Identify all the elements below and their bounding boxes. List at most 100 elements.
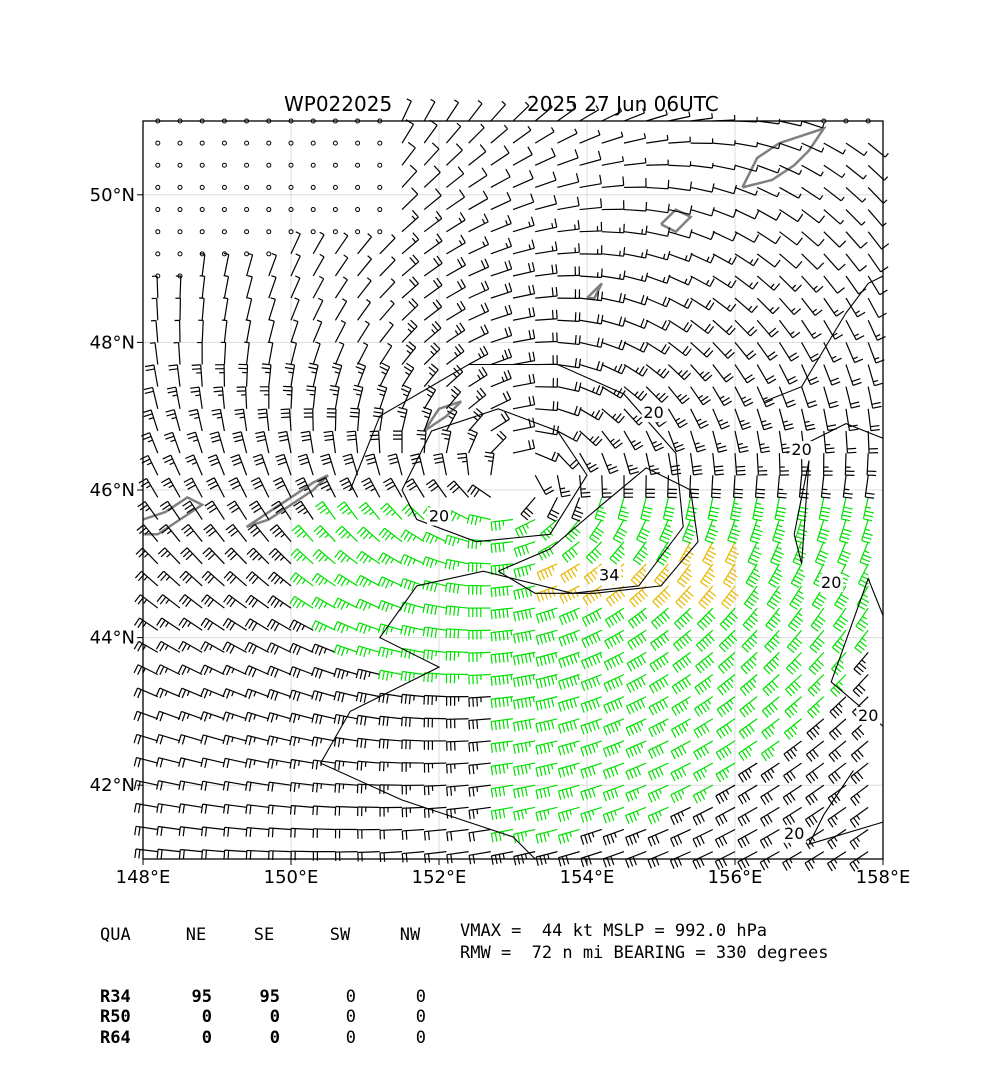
wind-barb — [334, 691, 358, 702]
wind-barb — [268, 342, 273, 365]
wind-barb — [802, 187, 823, 199]
wind-barb — [824, 298, 844, 316]
wind-barb — [581, 763, 602, 778]
wind-barb — [536, 675, 557, 689]
wind-barb — [557, 243, 579, 254]
wind-barb — [290, 620, 314, 632]
wind-barb — [491, 370, 511, 387]
wind-barb — [854, 652, 868, 675]
wind-barb — [179, 758, 203, 768]
wind-barb — [735, 298, 758, 312]
wind-barb — [846, 143, 867, 155]
wind-barb — [868, 365, 883, 386]
wind-barb — [174, 343, 180, 365]
calm-marker — [356, 185, 360, 189]
wind-barb — [762, 719, 780, 739]
wind-barb — [312, 644, 336, 655]
wind-barb — [232, 432, 246, 453]
wind-barb — [691, 254, 715, 263]
wind-barb — [829, 719, 846, 740]
wind-barb — [246, 805, 269, 814]
wind-barb — [668, 182, 691, 191]
wind-barb — [514, 564, 535, 578]
wind-barb — [491, 215, 511, 232]
wind-barb — [582, 608, 601, 626]
wind-barb — [201, 758, 224, 768]
wind-barb — [602, 409, 625, 423]
wind-barb — [514, 542, 535, 558]
wind-barb — [134, 734, 158, 744]
wind-barb — [469, 697, 491, 707]
wind-barb — [691, 387, 711, 405]
wind-barb — [347, 431, 358, 453]
wind-barb — [225, 548, 247, 564]
wind-barb — [291, 342, 296, 365]
wind-barb — [230, 455, 246, 476]
wind-barb — [739, 719, 757, 739]
wind-barb — [226, 524, 247, 541]
radii-value: 0 — [176, 1028, 212, 1049]
wind-barb — [624, 273, 648, 282]
wind-barb — [224, 253, 229, 276]
wind-barb — [208, 455, 224, 475]
wind-barb — [201, 595, 224, 608]
calm-marker — [311, 185, 315, 189]
wind-barb — [513, 217, 534, 232]
wind-barb — [514, 608, 536, 621]
wind-barb — [602, 224, 624, 233]
wind-barb — [423, 532, 447, 544]
wind-barb — [604, 697, 624, 714]
wind-barb — [856, 608, 868, 631]
wind-barb — [559, 608, 579, 625]
wind-barb — [691, 113, 713, 121]
wind-barb — [779, 298, 800, 314]
wind-barb — [846, 165, 866, 179]
wind-barb — [246, 320, 251, 343]
wind-barb — [713, 320, 735, 335]
wind-barb — [134, 618, 157, 630]
wind-barb — [806, 763, 824, 783]
wind-barb — [841, 497, 852, 520]
wind-barb — [200, 254, 205, 276]
wind-barb — [424, 696, 446, 705]
wind-barb — [356, 692, 379, 702]
wind-barb — [514, 630, 536, 643]
radii-value: 0 — [320, 1028, 356, 1049]
wind-barb — [779, 232, 802, 245]
wind-barb — [335, 550, 358, 563]
wind-barb — [157, 618, 180, 630]
wind-barb — [224, 595, 247, 608]
radii-value: 0 — [390, 1007, 426, 1028]
wind-barb — [580, 245, 602, 254]
radii-value: 0 — [176, 1007, 212, 1028]
wind-barb — [846, 431, 856, 453]
wind-barb — [513, 307, 535, 320]
contour-label: 34 — [599, 566, 619, 585]
wind-barb — [824, 210, 844, 225]
wind-barb — [668, 365, 690, 380]
wind-barb — [668, 253, 692, 261]
wind-barb — [222, 320, 227, 342]
wind-barb — [446, 323, 464, 343]
wind-barb — [705, 520, 718, 544]
wind-barb — [334, 738, 357, 747]
wind-barb — [379, 716, 402, 726]
wind-barb — [202, 850, 225, 859]
wind-barb — [722, 586, 739, 609]
lat-tick-label: 44°N — [90, 628, 135, 649]
wind-barb — [457, 453, 468, 475]
wind-barb — [491, 807, 513, 820]
calm-marker — [356, 141, 360, 145]
wind-barb — [557, 173, 578, 187]
wind-barb — [757, 165, 779, 173]
wind-barb — [557, 149, 578, 165]
wind-barb — [469, 214, 489, 232]
wind-barb — [330, 386, 340, 409]
wind-barb — [626, 697, 646, 715]
wind-barb — [201, 735, 225, 745]
radii-value: 0 — [390, 987, 426, 1008]
radii-value: 0 — [320, 987, 356, 1008]
wind-barb — [671, 807, 691, 824]
wind-barb — [851, 741, 868, 762]
wind-barb — [245, 759, 268, 769]
